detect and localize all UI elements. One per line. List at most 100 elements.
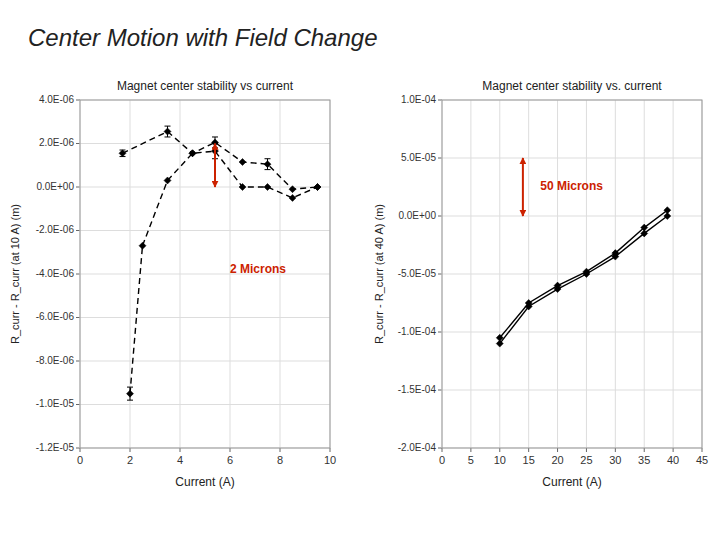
x-tick-label: 20 xyxy=(551,454,563,466)
error-bar-cap xyxy=(212,136,218,137)
tick-mark xyxy=(76,143,80,144)
y-tick-label: 1.0E-04 xyxy=(401,94,436,105)
tick-mark xyxy=(76,187,80,188)
data-point xyxy=(289,186,296,193)
grid-line xyxy=(470,100,471,448)
data-point xyxy=(239,158,246,165)
axes: 4.0E-062.0E-060.0E+00-2.0E-06-4.0E-06-6.… xyxy=(36,94,336,466)
grid-line xyxy=(499,100,500,448)
y-tick-label: -2.0E-06 xyxy=(36,224,75,235)
grid-line xyxy=(80,230,330,231)
x-tick-label: 4 xyxy=(177,454,183,466)
grid-line xyxy=(644,100,645,448)
grid-line xyxy=(180,100,181,448)
data-point xyxy=(289,194,296,201)
data-point xyxy=(314,184,321,191)
data-point xyxy=(264,184,271,191)
grid-line xyxy=(80,274,330,275)
x-tick-label: 35 xyxy=(638,454,650,466)
series-line xyxy=(123,132,318,190)
tick-mark xyxy=(644,448,645,452)
y-tick-label: -1.2E-05 xyxy=(36,442,75,453)
x-axis-label: Current (A) xyxy=(542,475,601,489)
data-point xyxy=(583,268,590,275)
tick-mark xyxy=(528,448,529,452)
x-tick-label: 10 xyxy=(494,454,506,466)
grid-line xyxy=(442,158,702,159)
data-point xyxy=(612,250,619,257)
tick-mark xyxy=(438,332,442,333)
tick-mark xyxy=(180,448,181,452)
chart-root: Center Motion with Field Change4.0E-062.… xyxy=(0,0,720,540)
x-tick-label: 15 xyxy=(523,454,535,466)
error-bar xyxy=(165,126,171,137)
x-tick-label: 2 xyxy=(127,454,133,466)
plot-frame xyxy=(80,100,330,448)
grid-line xyxy=(557,100,558,448)
y-tick-label: 2.0E-06 xyxy=(39,137,74,148)
x-tick-label: 40 xyxy=(667,454,679,466)
tick-mark xyxy=(557,448,558,452)
y-tick-label: 0.0E+00 xyxy=(398,210,436,221)
data-point xyxy=(264,161,271,168)
y-axis-label: R_curr - R_curr (at 40 A) (m) xyxy=(373,204,385,344)
grid-line xyxy=(528,100,529,448)
grid-line xyxy=(673,100,674,448)
grid-line xyxy=(80,361,330,362)
tick-mark xyxy=(80,448,81,452)
series-line xyxy=(500,210,668,338)
y-tick-label: 5.0E-05 xyxy=(401,152,436,163)
axes: 1.0E-045.0E-050.0E+00-5.0E-05-1.0E-04-1.… xyxy=(398,94,708,466)
page-title: Center Motion with Field Change xyxy=(28,24,378,51)
x-tick-label: 25 xyxy=(580,454,592,466)
error-bar-cap xyxy=(165,136,171,137)
y-axis-label: R_curr - R_curr (at 10 A) (m) xyxy=(9,204,21,344)
x-tick-label: 10 xyxy=(324,454,336,466)
tick-mark xyxy=(615,448,616,452)
error-bar-cap xyxy=(127,387,133,388)
series-line xyxy=(143,151,318,246)
tick-mark xyxy=(76,274,80,275)
data-point xyxy=(314,184,321,191)
data-point xyxy=(554,282,561,289)
annotation-text: 2 Microns xyxy=(230,262,286,276)
y-tick-label: -6.0E-06 xyxy=(36,311,75,322)
error-bar-cap xyxy=(265,169,271,170)
y-tick-label: -1.5E-04 xyxy=(398,384,437,395)
chart-title: Magnet center stability vs. current xyxy=(482,79,662,93)
y-tick-label: -4.0E-06 xyxy=(36,268,75,279)
chart-title: Magnet center stability vs current xyxy=(117,79,294,93)
tick-mark xyxy=(76,317,80,318)
data-point xyxy=(239,184,246,191)
chart-panel: 4.0E-062.0E-060.0E+00-2.0E-06-4.0E-06-6.… xyxy=(9,79,336,489)
grid-line xyxy=(615,100,616,448)
tick-mark xyxy=(76,230,80,231)
chart-panel: 1.0E-045.0E-050.0E+00-5.0E-05-1.0E-04-1.… xyxy=(373,79,708,489)
grid-line xyxy=(442,216,702,217)
y-tick-label: -1.0E-04 xyxy=(398,326,437,337)
tick-mark xyxy=(230,448,231,452)
data-point xyxy=(164,177,171,184)
grid-line xyxy=(442,332,702,333)
tick-mark xyxy=(499,448,500,452)
tick-mark xyxy=(330,448,331,452)
plot-area xyxy=(442,100,702,448)
data-point xyxy=(641,224,648,231)
tick-mark xyxy=(130,448,131,452)
tick-mark xyxy=(673,448,674,452)
grid-line xyxy=(80,317,330,318)
tick-mark xyxy=(438,216,442,217)
x-tick-label: 0 xyxy=(439,454,445,466)
plot-frame xyxy=(442,100,702,448)
y-tick-label: 0.0E+00 xyxy=(36,181,74,192)
plot-area xyxy=(80,100,330,448)
error-bar xyxy=(265,159,271,170)
series-line xyxy=(130,246,143,394)
grid-line xyxy=(442,274,702,275)
data-point xyxy=(119,150,126,157)
x-tick-label: 5 xyxy=(468,454,474,466)
tick-mark xyxy=(438,100,442,101)
y-tick-label: -1.0E-05 xyxy=(36,398,75,409)
data-layer xyxy=(496,207,671,347)
error-bar-cap xyxy=(265,158,271,159)
